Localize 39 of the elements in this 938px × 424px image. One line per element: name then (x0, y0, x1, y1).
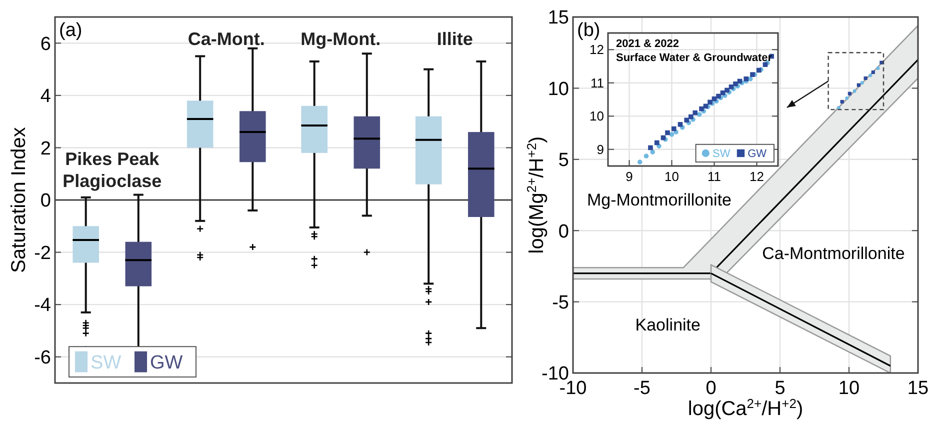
y-tick-label: 6 (40, 34, 51, 55)
x-tick-label: -5 (634, 378, 650, 399)
y-tick-label: 10 (548, 78, 569, 100)
x-tick-label: 12 (750, 169, 764, 184)
y-tick-label: -4 (34, 295, 52, 316)
y-axis-title: Saturation Index (8, 127, 30, 273)
text: Surface Water & Groundwater (616, 52, 773, 64)
annotation: (a) (59, 20, 82, 41)
category-label: Pikes Peak Plagioclase (62, 148, 162, 191)
category-label: Illite (436, 29, 473, 49)
y-tick-label: 9 (596, 142, 604, 157)
y-tick-label: 12 (590, 42, 604, 58)
x-tick-label: 11 (708, 169, 721, 184)
legend-label: SW (712, 148, 731, 160)
annotation: Kaolinite (635, 315, 700, 334)
legend-label: SW (90, 352, 122, 374)
legend-label: GW (150, 352, 183, 374)
annotation: Ca-Montmorillonite (762, 244, 905, 264)
y-tick-label: -2 (34, 242, 51, 264)
annotation: Mg-Montmorillonite (586, 190, 732, 210)
x-tick-label: 15 (907, 378, 929, 399)
y-tick-label: 0 (558, 221, 569, 242)
y-tick-label: -10 (542, 364, 569, 385)
x-tick-label: 9 (626, 169, 633, 184)
chart-title: 2021 & 2022 (616, 38, 679, 50)
annotation: (b) (577, 20, 600, 41)
y-tick-label: -5 (552, 292, 569, 314)
x-tick-label: 10 (838, 378, 860, 399)
category-label: Ca-Mont. (188, 29, 265, 49)
y-tick-label: -6 (34, 348, 51, 369)
y-tick-label: 11 (590, 75, 604, 90)
legend-label: GW (748, 148, 768, 160)
y-tick-label: 10 (590, 108, 604, 124)
category-label: Mg-Mont. (300, 29, 381, 49)
y-tick-label: 0 (40, 190, 51, 212)
x-tick-label: 10 (664, 169, 679, 184)
y-tick-label: 4 (40, 86, 52, 108)
y-tick-label: 2 (40, 138, 51, 160)
y-tick-label: 15 (548, 8, 569, 29)
